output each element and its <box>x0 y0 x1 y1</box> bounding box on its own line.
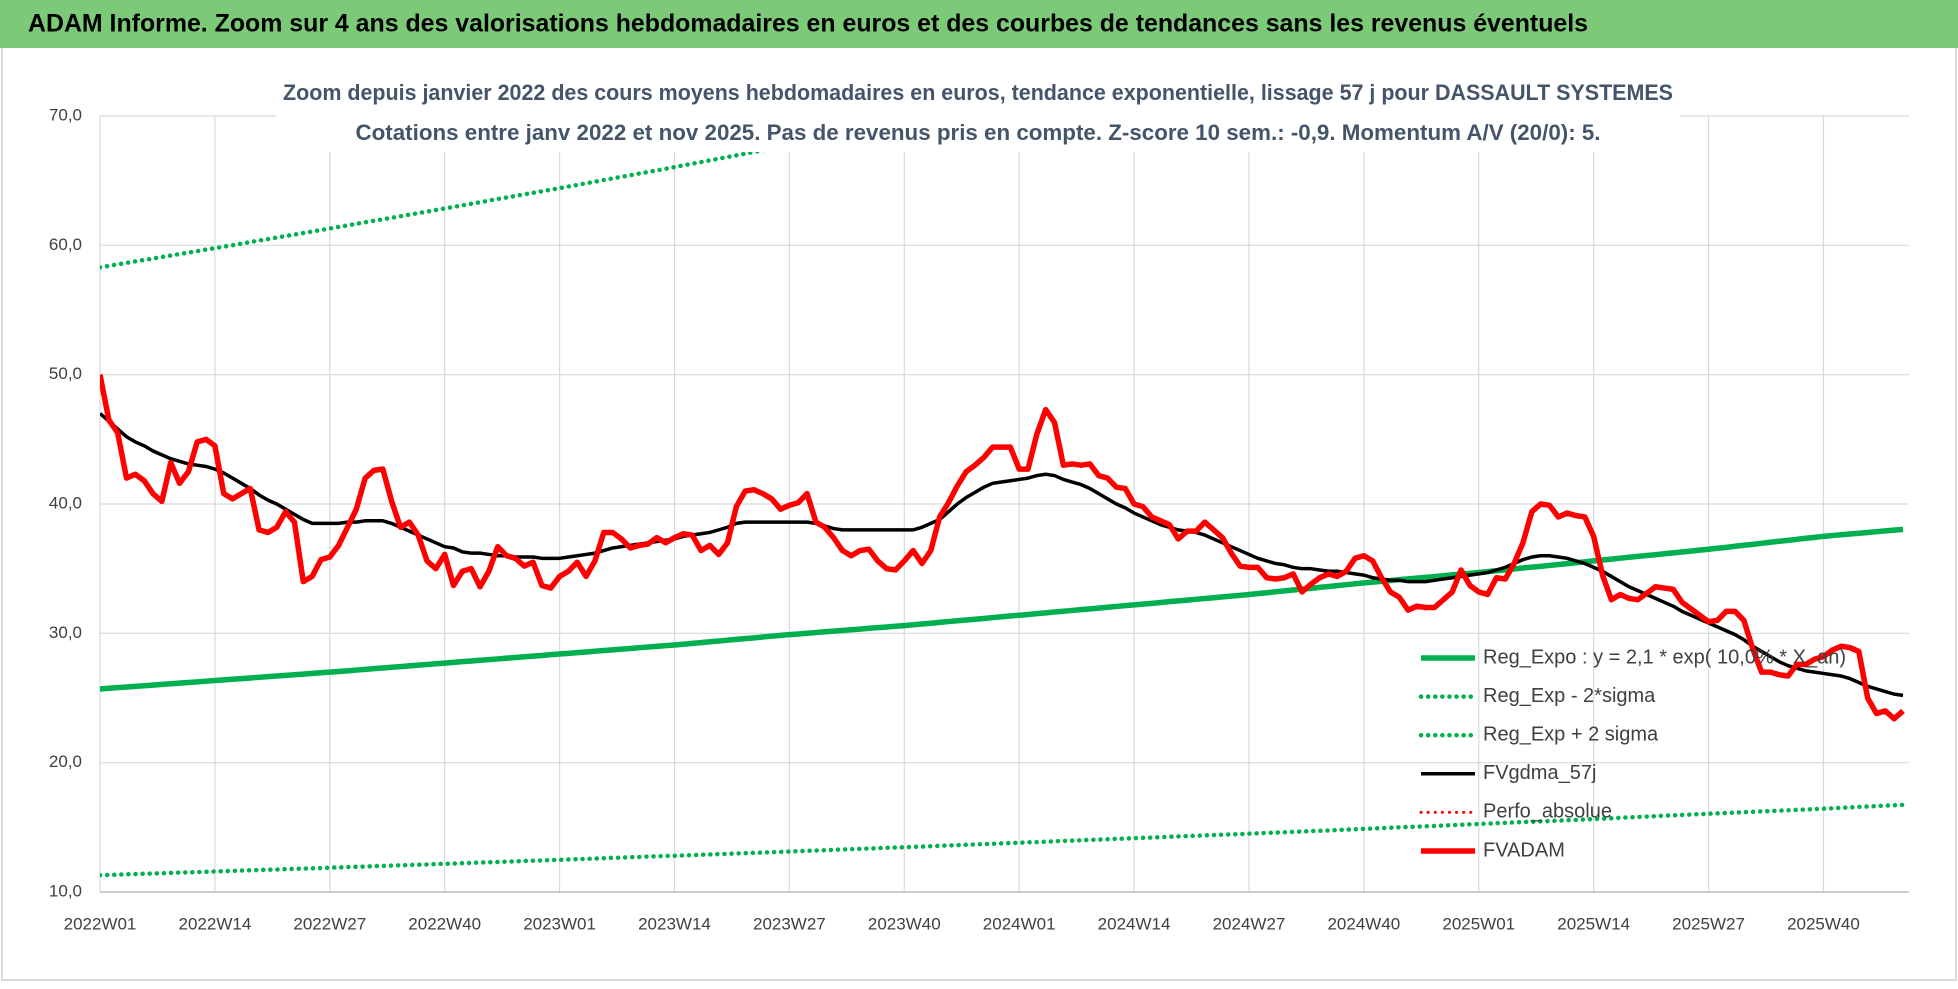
x-tick-label: 2023W01 <box>523 914 596 933</box>
y-tick-label: 60,0 <box>49 235 82 254</box>
legend-label: Reg_Exp - 2*sigma <box>1483 685 1656 707</box>
x-tick-label: 2022W14 <box>179 914 252 933</box>
chart-subtitle: Cotations entre janv 2022 et nov 2025. P… <box>356 120 1601 145</box>
legend: Reg_Expo : y = 2,1 * exp( 10,0% * X_an) R… <box>1418 646 1846 861</box>
x-tick-label: 2024W27 <box>1213 914 1286 933</box>
header-title: ADAM Informe. Zoom sur 4 ans des valoris… <box>28 10 1588 38</box>
y-tick-label: 30,0 <box>49 623 82 642</box>
x-tick-label: 2023W40 <box>868 914 941 933</box>
legend-label: FVgdma_57j <box>1483 762 1596 784</box>
x-tick-label: 2023W14 <box>638 914 711 933</box>
chart-title: Zoom depuis janvier 2022 des cours moyen… <box>283 80 1673 105</box>
series-line <box>100 116 952 270</box>
series-line <box>100 802 1906 878</box>
series-line <box>100 526 1904 692</box>
y-tick-label: 40,0 <box>49 493 82 512</box>
x-tick-label: 2022W27 <box>293 914 366 933</box>
y-tick-label: 20,0 <box>49 752 82 771</box>
y-tick-label: 70,0 <box>49 105 82 124</box>
x-tick-label: 2022W01 <box>64 914 137 933</box>
legend-label: FVADAM <box>1483 839 1565 861</box>
x-tick-label: 2023W27 <box>753 914 826 933</box>
x-tick-label: 2025W01 <box>1442 914 1515 933</box>
x-tick-label: 2025W14 <box>1557 914 1630 933</box>
legend-label: Reg_Exp + 2 sigma <box>1483 723 1659 745</box>
legend-label: Perfo_absolue <box>1483 801 1612 823</box>
x-tick-label: 2024W01 <box>983 914 1056 933</box>
x-tick-label: 2025W27 <box>1672 914 1745 933</box>
x-tick-label: 2022W40 <box>408 914 481 933</box>
series-layer <box>100 116 1906 878</box>
y-tick-label: 10,0 <box>49 881 82 900</box>
header-banner <box>0 0 1958 48</box>
legend-label: Reg_Expo : y = 2,1 * exp( 10,0% * X_an) <box>1483 646 1846 668</box>
x-tick-label: 2024W14 <box>1098 914 1171 933</box>
title-box <box>276 74 1680 152</box>
series-line <box>100 374 1905 722</box>
x-tick-label: 2024W40 <box>1327 914 1400 933</box>
x-tick-label: 2025W40 <box>1787 914 1860 933</box>
y-tick-label: 50,0 <box>49 364 82 383</box>
